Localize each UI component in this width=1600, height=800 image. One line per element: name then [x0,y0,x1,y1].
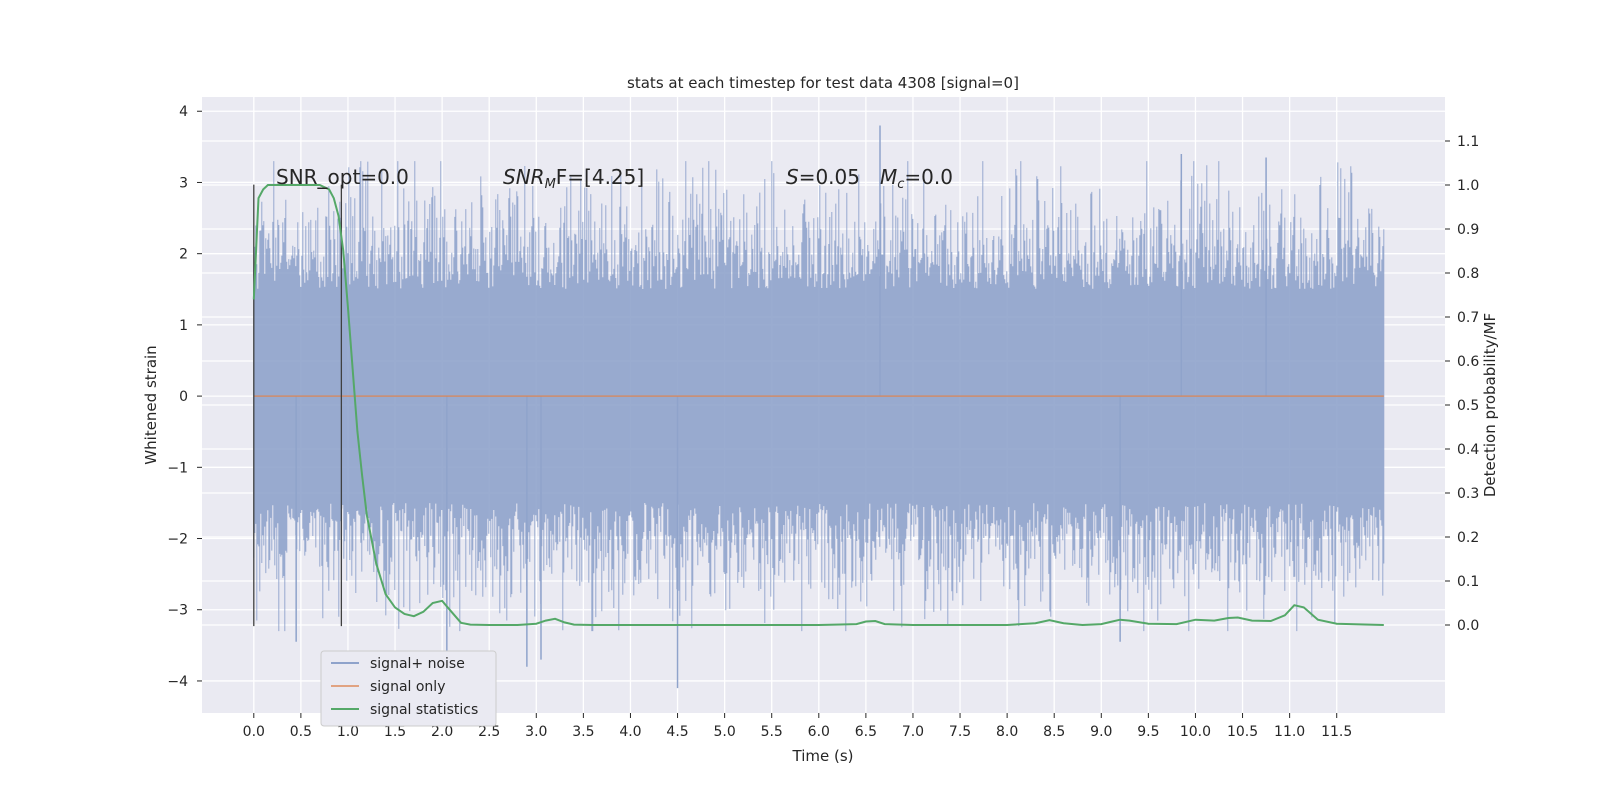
annotation-snr-mf: SNRMF=[4.25] [503,165,644,192]
x-tick-label: 1.5 [384,724,406,740]
x-tick-label: 6.5 [855,724,877,740]
y-tick-label: −1 [167,460,188,476]
x-tick-label: 0.5 [290,724,312,740]
x-tick-label: 2.0 [431,724,453,740]
x-tick-label: 9.0 [1090,724,1112,740]
x-tick-label: 10.0 [1180,724,1211,740]
y-tick-label: 4 [179,104,188,120]
statistics-series [252,184,1384,627]
y-tick-label: −4 [167,674,188,690]
y-tick-label: −3 [167,603,188,619]
y-tick-label: 0 [179,389,188,405]
x-tick-label: 8.0 [996,724,1018,740]
vertical-markers [253,184,343,627]
annotation-mc: Mc=0.0 [880,165,953,192]
y-right-tick-label: 0.2 [1457,530,1479,546]
y-right-tick-label: 0.0 [1457,618,1479,634]
y-right-tick-label: 0.9 [1457,222,1479,238]
y-right-tick-label: 0.7 [1457,310,1479,326]
x-tick-label: 8.5 [1043,724,1065,740]
y-axis-right-title: Detection probability/MF [1481,313,1499,497]
noise-series [253,125,1385,689]
x-tick-label: 7.5 [949,724,971,740]
x-tick-label: 5.0 [713,724,735,740]
chart-title: stats at each timestep for test data 430… [627,74,1019,92]
x-tick-label: 11.5 [1321,724,1352,740]
x-tick-label: 5.5 [761,724,783,740]
y-right-tick-label: 1.1 [1457,134,1479,150]
annotation-s: S=0.05 [786,165,860,189]
legend: signal+ noise signal only signal statist… [320,650,497,727]
y-right-tick-label: 0.8 [1457,266,1479,282]
y-tick-label: 2 [179,247,188,263]
x-tick-label: 4.0 [619,724,641,740]
axis-ticks: 0.0 0.5 1.0 1.5 2.0 2.5 3.0 3.5 4.0 4.5 5.0 5.5 6.0 6… [167,104,1479,740]
x-tick-label: 3.5 [572,724,594,740]
x-tick-label: 11.0 [1274,724,1305,740]
y-right-tick-label: 0.3 [1457,486,1479,502]
legend-label-signal: signal only [370,679,445,695]
y-right-tick-label: 1.0 [1457,178,1479,194]
x-tick-label: 9.5 [1137,724,1159,740]
x-tick-label: 3.0 [525,724,547,740]
x-tick-label: 10.5 [1227,724,1258,740]
x-tick-label: 6.0 [808,724,830,740]
y-right-tick-label: 0.6 [1457,354,1479,370]
y-right-tick-label: 0.5 [1457,398,1479,414]
y-right-tick-label: 0.4 [1457,442,1479,458]
x-tick-label: 4.5 [666,724,688,740]
statistics-line [252,184,1384,627]
x-tick-label: 1.0 [337,724,359,740]
y-axis-title: Whitened strain [142,345,160,464]
x-tick-label: 7.0 [902,724,924,740]
x-axis-title: Time (s) [792,747,854,765]
legend-label-noise: signal+ noise [370,656,465,672]
y-right-tick-label: 0.1 [1457,574,1479,590]
x-tick-label: 0.0 [243,724,265,740]
annotation-snr-opt: SNR_opt=0.0 [276,165,409,189]
y-tick-label: −2 [167,532,188,548]
legend-box [320,650,497,727]
y-tick-label: 3 [179,175,188,191]
x-tick-label: 2.5 [478,724,500,740]
y-tick-label: 1 [179,318,188,334]
legend-label-statistics: signal statistics [370,702,478,718]
